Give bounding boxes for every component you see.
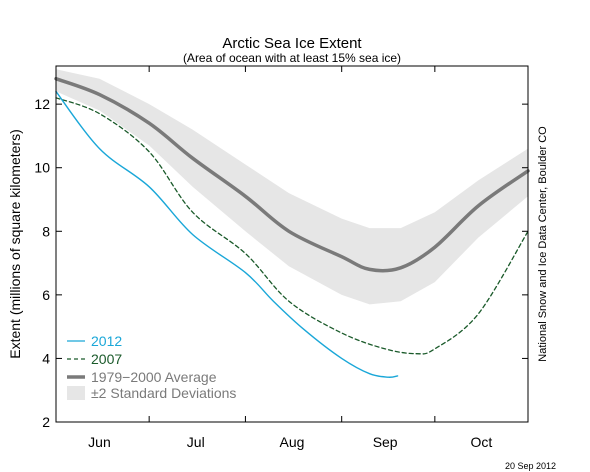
y-tick-label: 8 (42, 223, 50, 239)
y-tick-label: 4 (42, 350, 50, 366)
std-dev-band (56, 69, 528, 305)
date-stamp: 20 Sep 2012 (505, 461, 556, 471)
x-tick-label: Sep (373, 434, 398, 450)
legend-label-2012: 2012 (91, 333, 122, 349)
chart-title: Arctic Sea Ice Extent (222, 35, 362, 52)
y-tick-label: 2 (42, 414, 50, 430)
plot-frame (55, 65, 529, 423)
legend-label-band: ±2 Standard Deviations (91, 385, 236, 401)
x-axis: Jun Jul Aug Sep Oct (88, 66, 492, 450)
y-tick-label: 10 (34, 160, 50, 176)
y-axis: 2 4 6 8 10 12 (34, 96, 528, 430)
y-tick-label: 6 (42, 287, 50, 303)
legend: 2012 2007 1979−2000 Average ±2 Standard … (67, 333, 236, 401)
series-line-2 (55, 90, 399, 378)
legend-swatch-band (67, 386, 85, 400)
credit-text: National Snow and Ice Data Center, Bould… (537, 126, 549, 362)
plot-area (54, 69, 530, 378)
legend-label-average: 1979−2000 Average (91, 369, 217, 385)
x-tick-label: Jul (187, 434, 205, 450)
y-axis-label: Extent (millions of square kilometers) (7, 129, 23, 359)
x-tick-label: Aug (280, 434, 305, 450)
legend-label-2007: 2007 (91, 351, 122, 367)
series-line-0 (54, 76, 530, 273)
x-tick-label: Jun (88, 434, 111, 450)
x-tick-label: Oct (471, 434, 493, 450)
chart-subtitle: (Area of ocean with at least 15% sea ice… (183, 51, 401, 65)
series-line-1 (55, 97, 529, 355)
y-tick-label: 12 (34, 96, 50, 112)
